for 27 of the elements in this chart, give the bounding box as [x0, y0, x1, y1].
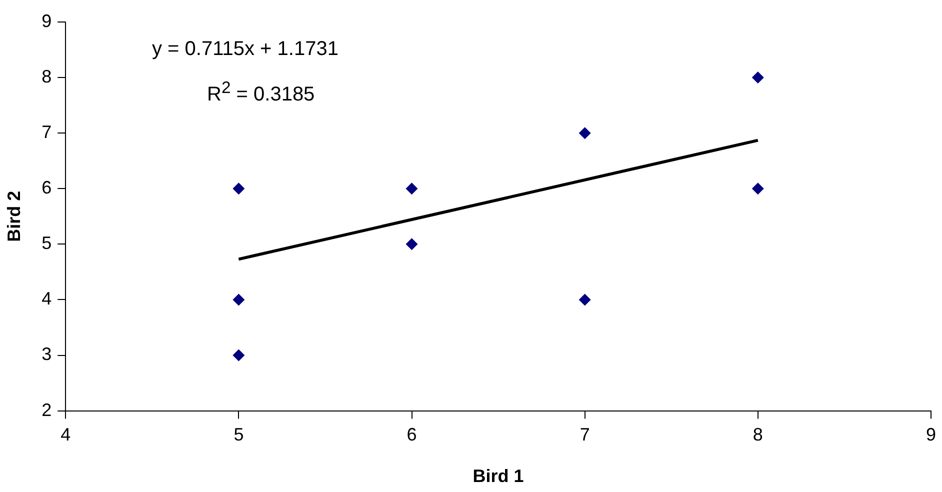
annotation: R$^{2}$ = 0.3185	[207, 78, 315, 107]
x-tick-label: 8	[752, 424, 763, 445]
point	[406, 238, 418, 250]
point	[232, 182, 245, 195]
x-tick-label: 4	[60, 424, 71, 445]
y-tick-label: 8	[42, 66, 52, 87]
point	[578, 127, 591, 140]
y-tick-label: 6	[42, 178, 52, 198]
point	[232, 294, 245, 306]
y-tick-label: 2	[42, 400, 52, 420]
point	[406, 182, 418, 195]
y-tick-label: 7	[42, 122, 52, 142]
x-tick-label: 5	[234, 424, 244, 445]
y-tick-label: 3	[42, 344, 52, 364]
y-tick-label: 5	[42, 233, 52, 254]
y-tick-label: 4	[42, 288, 52, 309]
point	[232, 349, 245, 362]
point	[752, 182, 764, 195]
x-tick-label: 9	[926, 424, 936, 445]
x-tick-label: 7	[580, 424, 590, 445]
x-axis-title: Bird 1	[472, 466, 524, 486]
x-tick-label: 6	[406, 424, 417, 445]
annotation: y = 0.7115x + 1.1731	[152, 38, 338, 61]
point	[578, 294, 591, 306]
y-axis-title: Bird 2	[4, 190, 24, 242]
y-tick-label: 9	[42, 10, 52, 31]
point	[752, 72, 764, 84]
